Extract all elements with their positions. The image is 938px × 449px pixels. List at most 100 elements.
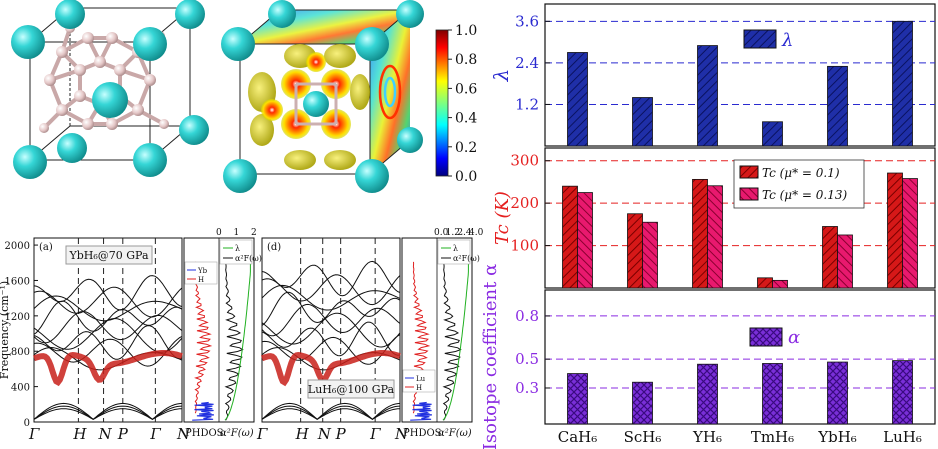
crystal-structure-elf	[221, 0, 424, 193]
chart-frame	[544, 147, 936, 289]
a2f-xlabel: α²F(ω)	[438, 428, 472, 439]
bar-1-1-0	[577, 192, 593, 289]
chart-frame	[544, 289, 936, 425]
metal-atoms	[11, 0, 209, 179]
category-label: CaH₆	[558, 428, 598, 446]
lambda-bar-chart: 1.2 2.4 3.6 λ λ	[489, 3, 936, 147]
compound-label: YbH₆@70 GPa	[68, 249, 148, 262]
ytick-label: 1200	[5, 312, 30, 323]
category-label: TmH₆	[751, 428, 794, 446]
ytick-label: 200	[510, 194, 539, 212]
bar-0-0-5	[892, 20, 913, 147]
colorbar-tick-label: 0.0	[455, 169, 477, 185]
category-label: ScH₆	[624, 428, 662, 446]
bar-0-0-4	[827, 65, 848, 147]
a2f-tick-label: 2.4	[457, 228, 472, 238]
ytick-label: 0.3	[515, 379, 539, 397]
legend-top-box	[219, 239, 253, 265]
phonon-band	[261, 274, 401, 306]
elf-h-bonds	[294, 82, 338, 126]
colorbar-tick-label: 0.2	[455, 140, 477, 156]
bar-1-1-3	[772, 279, 788, 289]
legend-bottom-label: Yb	[197, 267, 208, 275]
acoustic-band	[261, 408, 401, 420]
kpoint-label: P	[117, 425, 129, 443]
ytick-label: 1600	[5, 276, 30, 287]
legend-label: α	[788, 327, 800, 348]
a2f-tick-label: 1	[234, 228, 240, 238]
a2f-curve	[442, 253, 462, 421]
ytick-label: 300	[510, 152, 539, 170]
legend-label: Tc (μ* = 0.13)	[762, 188, 847, 202]
compound-label: LuH₆@100 GPa	[308, 383, 395, 396]
category-label: LuH₆	[883, 428, 922, 446]
bar-0-0-0	[567, 52, 588, 147]
phonon-band	[33, 286, 183, 318]
bar-0-0-3	[762, 121, 783, 147]
tc-bar-chart: 100 200 300 Tc (K) Tc (μ* = 0.1) Tc (μ* = 0.1…	[492, 147, 936, 289]
colorbar-tick-label: 0.4	[455, 111, 477, 127]
legend-swatch	[739, 165, 759, 179]
kpoint-label: N	[176, 425, 191, 443]
bar-2-0-5	[892, 360, 913, 425]
ytick-label: 2.4	[515, 54, 539, 72]
bar-1-1-1	[642, 221, 658, 289]
bar-1-1-2	[707, 185, 723, 289]
legend-bottom-label: H	[198, 276, 204, 284]
pdos-xlabel: PHDOS	[185, 428, 224, 439]
colorbar-tick-label: 0.6	[455, 81, 477, 97]
phonon-band	[261, 312, 401, 348]
ytick-label: 100	[510, 237, 539, 255]
kpoint-label: N	[394, 425, 409, 443]
kpoint-label: N	[317, 425, 332, 443]
metal-atoms-2	[221, 0, 424, 193]
bar-1-1-4	[837, 234, 853, 289]
legend-top-box	[437, 239, 471, 265]
phonon-band	[261, 303, 401, 337]
kpoint-label: Γ	[149, 425, 161, 443]
ylabel: Tc (K)	[492, 191, 513, 245]
bar-0-0-2	[697, 45, 718, 147]
kpoint-label: H	[295, 425, 310, 443]
pdos-metal-curve	[192, 401, 214, 421]
bar-2-0-0	[567, 373, 588, 425]
phonon-band	[261, 334, 401, 365]
kpoint-label: N	[98, 425, 113, 443]
a2f-curve	[224, 253, 244, 421]
a2f-tick-label: 4.0	[469, 228, 484, 238]
acoustic-band	[33, 402, 183, 420]
a2f-tick-label: 2	[251, 228, 257, 238]
legend-bottom-label: H	[416, 384, 422, 392]
bar-2-0-2	[697, 363, 718, 425]
pdos-h-curve	[194, 261, 213, 414]
a2f-tick-label: 0.0	[434, 228, 449, 238]
bar-1-0-4	[822, 226, 838, 289]
legend-swatch	[743, 29, 777, 49]
colorbar-tick-label: 1.0	[455, 23, 477, 39]
phonon-band	[261, 291, 401, 326]
lambda-curve	[442, 253, 469, 421]
bar-2-0-4	[827, 361, 848, 425]
legend-swatch	[739, 187, 759, 201]
acoustic-band	[261, 405, 401, 420]
ytick-label: 1.2	[515, 95, 539, 113]
legend-top-label: λ	[235, 244, 240, 253]
colorbar-tick-label: 0.8	[455, 52, 477, 68]
compound-label-box	[65, 245, 153, 265]
band-plot-frame	[33, 237, 183, 423]
a2f-xlabel: α²F(ω)	[220, 428, 254, 439]
acoustic-band	[33, 408, 183, 420]
ytick-label: 0.8	[515, 307, 539, 325]
ylabel: Frequency (cm⁻¹)	[0, 281, 11, 379]
legend-top-label: α²F(ω)	[235, 254, 262, 263]
a2f-tick-label: 0	[216, 228, 222, 238]
legend-swatch	[749, 327, 783, 347]
phonon-band	[33, 325, 183, 360]
phonon-band	[33, 310, 183, 344]
coupling-fat-band	[261, 350, 401, 387]
phonon-band	[261, 260, 401, 297]
panel-label: (d)	[267, 242, 281, 253]
phonon-band	[261, 321, 401, 357]
pdos-xlabel: PHDOS	[403, 428, 442, 439]
